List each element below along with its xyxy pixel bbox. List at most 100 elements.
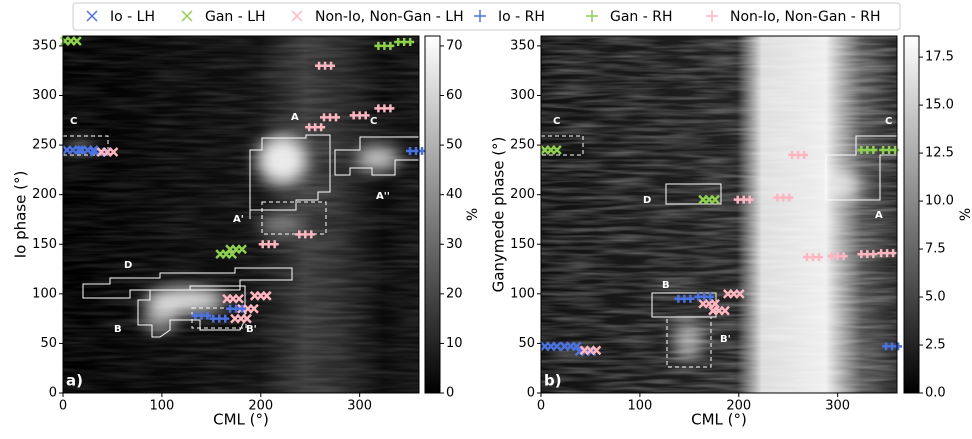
legend-label: Non-Io, Non-Gan - LH [315, 9, 464, 25]
marker [230, 313, 252, 324]
marker [258, 240, 279, 249]
legend-marker [291, 10, 303, 22]
marker [802, 253, 823, 262]
marker [191, 311, 212, 320]
y-tick-label: 300 [510, 88, 535, 103]
y-tick-label: 350 [510, 38, 535, 53]
region-label: C [370, 116, 377, 127]
colorbar-tick-label: 20 [446, 286, 463, 301]
region-label: C [553, 116, 560, 127]
annotations: A A' A'' B B' C C D A B B' C C D [70, 112, 892, 345]
marker [882, 342, 903, 351]
marker [209, 314, 230, 323]
legend-label: Gan - LH [205, 9, 266, 25]
marker [374, 104, 395, 113]
colorbar-tick-label: 17.5 [925, 50, 954, 65]
colorbar-tick-label: 0.0 [925, 386, 946, 401]
marker [349, 111, 370, 120]
region-label: B' [246, 324, 257, 335]
marker [788, 151, 809, 159]
legend-marker [586, 10, 598, 22]
marker [96, 147, 119, 157]
colorbar-tick-label: 15.0 [925, 98, 954, 113]
colorbar-tick-label: 70 [446, 38, 463, 53]
y-tick-label: 200 [32, 187, 57, 202]
colorbar-tick-label: 10.0 [925, 194, 954, 209]
plot-frame [62, 35, 420, 394]
region-label: A [875, 210, 883, 221]
y-axis-label: Ganymede phase (°) [490, 137, 508, 293]
marker [226, 304, 247, 313]
marker [406, 147, 427, 156]
region-label: C [885, 116, 892, 127]
marker [708, 305, 730, 316]
legend-label: Io - RH [498, 9, 545, 25]
y-axis-label: Io phase (°) [12, 171, 30, 259]
heatmap-b [541, 36, 897, 393]
marker [827, 252, 848, 261]
y-tick-label: 50 [40, 336, 57, 351]
marker [315, 61, 336, 70]
colorbar-tick-label: 0 [446, 386, 454, 401]
colorbar-tick-label: 7.5 [925, 242, 946, 257]
colorbar-label: % [958, 208, 972, 221]
y-tick-label: 50 [518, 336, 535, 351]
y-tick-label: 0 [527, 386, 535, 401]
x-tick-label: 0 [59, 399, 67, 414]
x-tick-label: 300 [825, 399, 850, 414]
marker [295, 230, 316, 239]
marker [540, 341, 562, 352]
x-axis-label: CML (°) [213, 411, 269, 429]
region-outlines [62, 134, 900, 368]
marker [225, 244, 247, 255]
marker [733, 195, 754, 204]
region-label: D [643, 195, 651, 206]
x-tick-label: 100 [149, 399, 174, 414]
x-axis-label: CML (°) [691, 411, 747, 429]
marker [222, 293, 244, 304]
marker [320, 113, 340, 122]
y-tick-label: 250 [510, 138, 535, 153]
marker [60, 36, 82, 46]
marker [857, 146, 878, 155]
legend-marker [474, 10, 486, 22]
x-tick-label: 200 [248, 399, 273, 414]
y-tick-label: 0 [49, 386, 57, 401]
marker [773, 193, 794, 202]
y-tick-label: 150 [32, 237, 57, 252]
y-tick-label: 100 [32, 286, 57, 301]
panel-label: a) [66, 372, 83, 390]
region-label: A' [233, 214, 244, 225]
colorbar [903, 35, 920, 394]
y-tick-label: 200 [510, 187, 535, 202]
marker [374, 41, 395, 50]
marker [305, 123, 326, 132]
marker [698, 298, 720, 309]
marker [698, 194, 720, 205]
colorbar-tick-label: 40 [446, 187, 463, 202]
marker [722, 288, 745, 299]
region-label: B [114, 324, 122, 335]
marker [857, 250, 878, 259]
legend-label: Gan - RH [610, 9, 673, 25]
legend-box [72, 2, 901, 31]
marker [394, 37, 415, 46]
x-tick-label: 0 [537, 399, 545, 414]
colorbar-tick-label: 2.5 [925, 338, 946, 353]
y-tick-label: 350 [32, 38, 57, 53]
y-tick-label: 100 [510, 286, 535, 301]
legend-label: Io - LH [110, 9, 155, 25]
region-label: B [662, 280, 670, 291]
colorbar-tick-label: 12.5 [925, 146, 954, 161]
colorbar-tick-label: 60 [446, 88, 463, 103]
plot-frame [540, 35, 898, 394]
colorbar-tick-label: 10 [446, 336, 463, 351]
marker [215, 249, 238, 260]
region-label: A [291, 112, 299, 123]
colorbar [424, 35, 441, 394]
marker [62, 145, 84, 155]
legend-marker [706, 10, 718, 22]
y-tick-label: 150 [510, 237, 535, 252]
x-tick-label: 200 [726, 399, 751, 414]
